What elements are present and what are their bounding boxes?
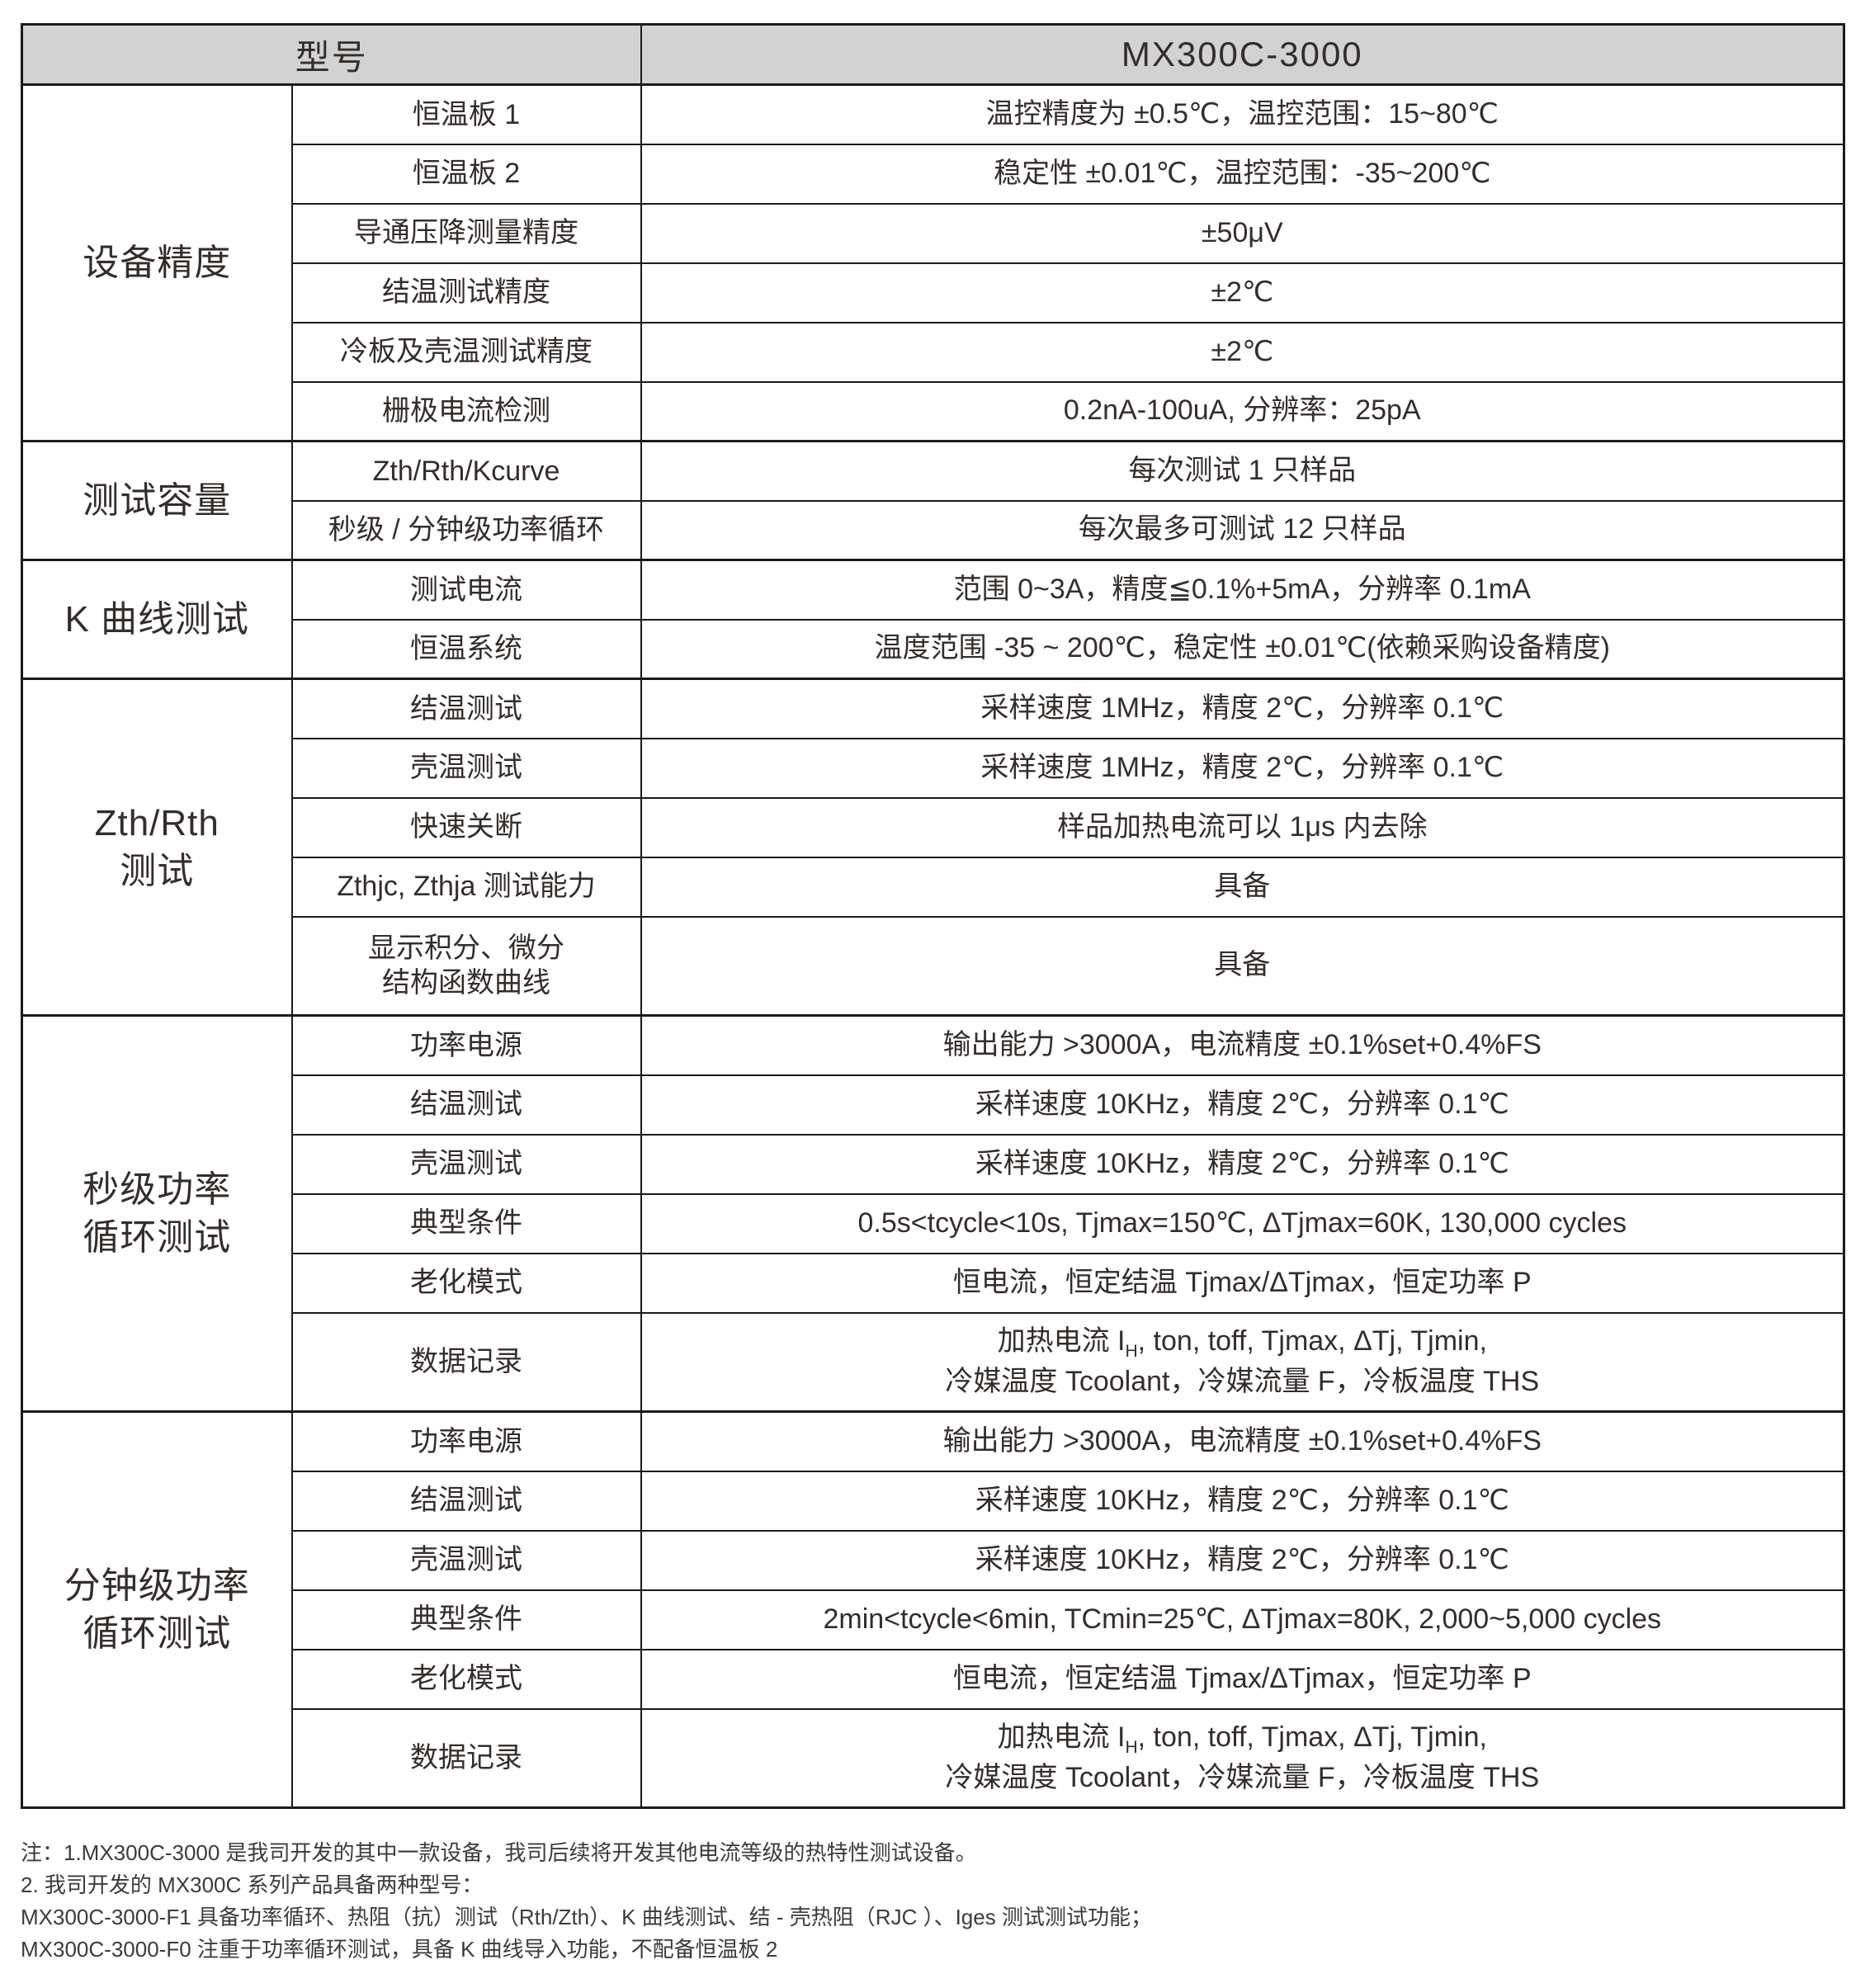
table-row: 结温测试 采样速度 10KHz，精度 2℃，分辨率 0.1℃ xyxy=(22,1470,1845,1532)
table-row: 结温测试精度 ±2℃ xyxy=(22,262,1845,323)
table-row: 结温测试 采样速度 10KHz，精度 2℃，分辨率 0.1℃ xyxy=(22,1074,1845,1136)
row-value: 具备 xyxy=(640,915,1845,1017)
row-value: 0.2nA-100uA, 分辨率：25pA xyxy=(640,380,1845,442)
table-row: 壳温测试 采样速度 10KHz，精度 2℃，分辨率 0.1℃ xyxy=(22,1133,1845,1195)
table-row: 老化模式 恒电流，恒定结温 Tjmax/ΔTjmax，恒定功率 P xyxy=(22,1648,1845,1710)
row-label: 功率电源 xyxy=(290,1014,642,1076)
row-label: Zthjc, Zthja 测试能力 xyxy=(290,856,642,918)
row-value: ±2℃ xyxy=(640,321,1845,383)
row-label: 恒温系统 xyxy=(290,618,642,680)
row-value: 恒电流，恒定结温 Tjmax/ΔTjmax，恒定功率 P xyxy=(640,1648,1845,1710)
spec-table: 型号 MX300C-3000 设备精度 恒温板 1 温控精度为 ±0.5℃，温控范围… xyxy=(21,23,1846,1809)
row-label: 秒级 / 分钟级功率循环 xyxy=(290,499,642,561)
table-row: 冷板及壳温测试精度 ±2℃ xyxy=(22,321,1845,383)
group-cell: 测试容量 xyxy=(21,440,293,561)
row-value: 温控精度为 ±0.5℃，温控范围：15~80℃ xyxy=(640,83,1845,145)
row-label: Zth/Rth/Kcurve xyxy=(290,440,642,502)
row-label: 壳温测试 xyxy=(290,737,642,799)
table-row: 分钟级功率 循环测试 功率电源 输出能力 >3000A，电流精度 ±0.1%set+0… xyxy=(21,1410,1845,1809)
table-row: 设备精度 恒温板 1 温控精度为 ±0.5℃，温控范围：15~80℃ xyxy=(21,83,1845,442)
row-label: 结温测试精度 xyxy=(290,262,642,323)
header-row: 型号 MX300C-3000 xyxy=(21,23,1845,86)
table-row: 老化模式 恒电流，恒定结温 Tjmax/ΔTjmax，恒定功率 P xyxy=(22,1252,1845,1314)
table-row: 恒温系统 温度范围 -35 ~ 200℃，稳定性 ±0.01℃(依赖采购设备精度) xyxy=(22,618,1845,680)
row-value: 输出能力 >3000A，电流精度 ±0.1%set+0.4%FS xyxy=(640,1410,1845,1472)
table-row: 壳温测试 采样速度 10KHz，精度 2℃，分辨率 0.1℃ xyxy=(22,1529,1845,1591)
row-label: 恒温板 1 xyxy=(290,83,642,145)
row-label: 显示积分、微分 结构函数曲线 xyxy=(290,915,642,1017)
group-cell: 设备精度 xyxy=(21,83,293,442)
row-label: 恒温板 2 xyxy=(290,143,642,205)
row-value: 加热电流 IH, ton, toff, Tjmax, ΔTj, Tjmin, 冷媒… xyxy=(640,1707,1845,1809)
group-cell: 秒级功率 循环测试 xyxy=(21,1014,293,1413)
note-line: 2. 我司开发的 MX300C 系列产品具备两种型号： xyxy=(21,1872,484,1897)
row-label: 老化模式 xyxy=(290,1648,642,1710)
table-row: Zth/Rth 测试 结温测试 采样速度 1MHz，精度 2℃，分辨率 0.1℃ xyxy=(21,678,1845,1017)
model-value-header: MX300C-3000 xyxy=(640,23,1845,86)
row-value: 每次最多可测试 12 只样品 xyxy=(640,499,1845,561)
spec-table-header: 型号 MX300C-3000 xyxy=(21,23,1845,86)
table-row: 显示积分、微分 结构函数曲线 具备 xyxy=(22,915,1845,1017)
row-label: 导通压降测量精度 xyxy=(290,202,642,264)
group-cell: 分钟级功率 循环测试 xyxy=(21,1410,293,1809)
row-value: ±2℃ xyxy=(640,262,1845,323)
note-line: 注：1.MX300C-3000 是我司开发的其中一款设备，我司后续将开发其他电流… xyxy=(21,1840,977,1865)
table-row: 典型条件 2min<tcycle<6min, TCmin=25℃, ΔTjmax=… xyxy=(22,1589,1845,1650)
row-label: 快速关断 xyxy=(290,796,642,858)
table-row: 典型条件 0.5s<tcycle<10s, Tjmax=150℃, ΔTjmax=… xyxy=(22,1192,1845,1254)
row-value: 恒电流，恒定结温 Tjmax/ΔTjmax，恒定功率 P xyxy=(640,1252,1845,1314)
table-row: Zthjc, Zthja 测试能力 具备 xyxy=(22,856,1845,918)
row-value: 每次测试 1 只样品 xyxy=(640,440,1845,502)
row-value: 输出能力 >3000A，电流精度 ±0.1%set+0.4%FS xyxy=(640,1014,1845,1076)
table-row: 快速关断 样品加热电流可以 1μs 内去除 xyxy=(22,796,1845,858)
row-value: 采样速度 10KHz，精度 2℃，分辨率 0.1℃ xyxy=(640,1074,1845,1136)
row-value: 采样速度 1MHz，精度 2℃，分辨率 0.1℃ xyxy=(640,737,1845,799)
footnotes: 注：1.MX300C-3000 是我司开发的其中一款设备，我司后续将开发其他电流… xyxy=(21,1837,1828,1966)
row-label: 功率电源 xyxy=(290,1410,642,1472)
row-label: 典型条件 xyxy=(290,1589,642,1650)
table-row: 秒级 / 分钟级功率循环 每次最多可测试 12 只样品 xyxy=(22,499,1845,561)
row-label: 数据记录 xyxy=(290,1707,642,1809)
row-value: 采样速度 10KHz，精度 2℃，分辨率 0.1℃ xyxy=(640,1133,1845,1195)
row-label: 壳温测试 xyxy=(290,1529,642,1591)
row-value: 采样速度 10KHz，精度 2℃，分辨率 0.1℃ xyxy=(640,1470,1845,1532)
row-label: 壳温测试 xyxy=(290,1133,642,1195)
row-value: 样品加热电流可以 1μs 内去除 xyxy=(640,796,1845,858)
spec-table-wrapper: 型号 MX300C-3000 设备精度 恒温板 1 温控精度为 ±0.5℃，温控范围… xyxy=(21,23,1846,1809)
row-label: 栅极电流检测 xyxy=(290,380,642,442)
row-label: 结温测试 xyxy=(290,1470,642,1532)
row-label: 数据记录 xyxy=(290,1311,642,1413)
spec-table-body: 设备精度 恒温板 1 温控精度为 ±0.5℃，温控范围：15~80℃ 恒温板 2 稳定性… xyxy=(21,83,1845,1809)
row-value: 2min<tcycle<6min, TCmin=25℃, ΔTjmax=80K,… xyxy=(640,1589,1845,1650)
table-row: 数据记录 加热电流 IH, ton, toff, Tjmax, ΔTj, Tjmi… xyxy=(22,1311,1845,1413)
row-value: ±50μV xyxy=(640,202,1845,264)
row-value: 温度范围 -35 ~ 200℃，稳定性 ±0.01℃(依赖采购设备精度) xyxy=(640,618,1845,680)
row-label: 测试电流 xyxy=(290,559,642,621)
table-row: 栅极电流检测 0.2nA-100uA, 分辨率：25pA xyxy=(22,380,1845,442)
table-row: 数据记录 加热电流 IH, ton, toff, Tjmax, ΔTj, Tjmi… xyxy=(22,1707,1845,1809)
table-row: 秒级功率 循环测试 功率电源 输出能力 >3000A，电流精度 ±0.1%set+0.… xyxy=(21,1014,1845,1413)
row-label: 结温测试 xyxy=(290,678,642,739)
table-row: K 曲线测试 测试电流 范围 0~3A，精度≦0.1%+5mA，分辨率 0.1mA xyxy=(21,559,1845,680)
row-value: 采样速度 10KHz，精度 2℃，分辨率 0.1℃ xyxy=(640,1529,1845,1591)
table-row: 导通压降测量精度 ±50μV xyxy=(22,202,1845,264)
row-label: 结温测试 xyxy=(290,1074,642,1136)
row-value: 范围 0~3A，精度≦0.1%+5mA，分辨率 0.1mA xyxy=(640,559,1845,621)
row-label: 老化模式 xyxy=(290,1252,642,1314)
row-label: 典型条件 xyxy=(290,1192,642,1254)
group-cell: Zth/Rth 测试 xyxy=(21,678,293,1017)
table-row: 恒温板 2 稳定性 ±0.01℃，温控范围：-35~200℃ xyxy=(22,143,1845,205)
row-value: 稳定性 ±0.01℃，温控范围：-35~200℃ xyxy=(640,143,1845,205)
model-label-header: 型号 xyxy=(21,23,642,86)
row-value: 具备 xyxy=(640,856,1845,918)
table-row: 测试容量 Zth/Rth/Kcurve 每次测试 1 只样品 xyxy=(21,440,1845,561)
group-cell: K 曲线测试 xyxy=(21,559,293,680)
table-row: 壳温测试 采样速度 1MHz，精度 2℃，分辨率 0.1℃ xyxy=(22,737,1845,799)
row-value: 0.5s<tcycle<10s, Tjmax=150℃, ΔTjmax=60K,… xyxy=(640,1192,1845,1254)
row-value: 采样速度 1MHz，精度 2℃，分辨率 0.1℃ xyxy=(640,678,1845,739)
note-line: MX300C-3000-F1 具备功率循环、热阻（抗）测试（Rth/Zth）、K… xyxy=(21,1905,1152,1929)
row-value: 加热电流 IH, ton, toff, Tjmax, ΔTj, Tjmin, 冷媒… xyxy=(640,1311,1845,1413)
note-line: MX300C-3000-F0 注重于功率循环测试，具备 K 曲线导入功能，不配备… xyxy=(21,1937,778,1962)
row-label: 冷板及壳温测试精度 xyxy=(290,321,642,383)
